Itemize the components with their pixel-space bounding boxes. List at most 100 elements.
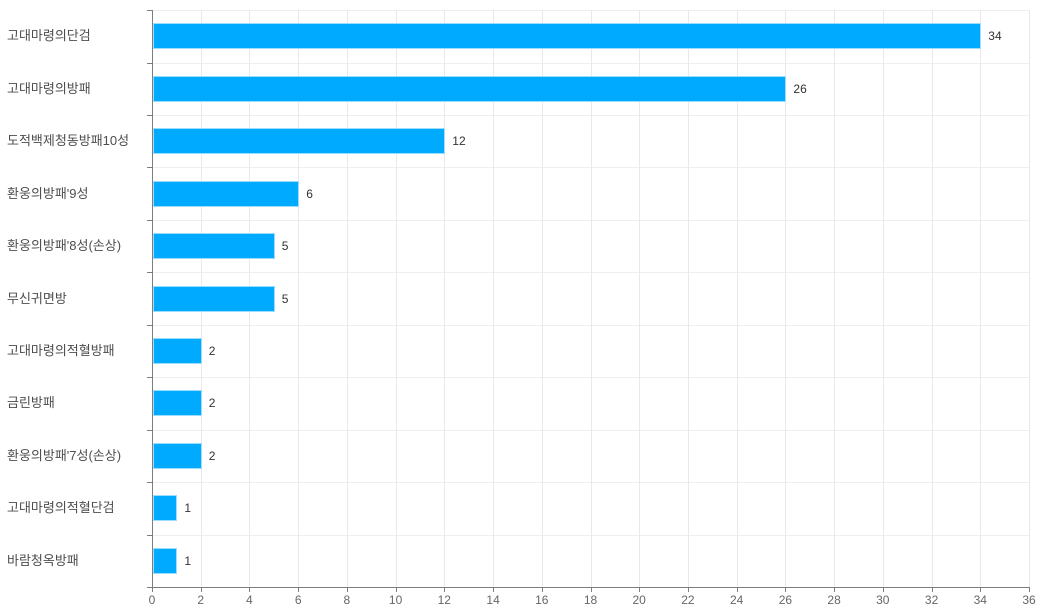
x-tick-label: 2 [197,593,205,607]
v-gridline [931,10,933,587]
x-axis-tick [1029,587,1030,592]
v-gridline [590,10,592,587]
y-axis-tick [147,62,152,64]
category-label: 고대마령의단검 [7,28,91,44]
bar[interactable] [153,442,202,469]
x-axis-tick [444,587,446,592]
x-axis-tick [249,587,251,592]
x-tick-label: 30 [876,593,890,607]
y-axis-tick [147,167,152,169]
x-axis-tick [346,587,348,592]
value-label: 26 [793,81,807,96]
x-tick-label: 26 [778,593,793,607]
category-label: 고대마령의적혈방패 [7,343,115,358]
x-tick-label: 6 [294,593,302,607]
x-axis-tick [980,587,982,592]
x-axis-tick [785,587,787,592]
y-axis-tick [147,482,152,484]
v-gridline [444,10,446,587]
category-label: 환웅의방패'7성(손상) [7,447,122,463]
v-gridline [298,10,300,587]
x-axis-tick [493,587,495,592]
bar[interactable] [153,180,300,207]
y-axis-tick [147,429,152,431]
x-axis-tick [541,587,543,592]
x-axis-tick [687,587,689,592]
x-tick-label: 34 [973,593,987,607]
x-tick-label: 36 [1022,593,1036,607]
value-label: 1 [184,553,192,568]
x-axis-tick [152,587,153,592]
y-axis-tick [147,534,152,536]
v-gridline [785,10,787,587]
x-tick-label: 14 [486,593,500,607]
category-label: 금린방패 [7,395,55,411]
x-axis-tick [395,587,397,592]
x-tick-label: 32 [924,593,939,607]
x-tick-label: 28 [827,593,841,607]
value-label: 5 [281,291,289,306]
v-gridline [736,10,738,587]
v-gridline [541,10,543,587]
x-axis-tick [736,587,738,592]
bar[interactable] [153,285,275,312]
y-axis-tick [147,324,152,326]
y-axis-tick [147,10,152,11]
value-label: 6 [306,186,313,201]
value-label: 2 [208,344,216,358]
bar[interactable] [153,233,275,259]
v-gridline [687,10,689,587]
x-tick-label: 16 [535,593,549,607]
v-gridline [346,10,348,587]
x-axis-tick [200,587,202,592]
y-axis-tick [147,114,152,116]
x-tick-label: 4 [246,593,253,607]
bar[interactable] [153,338,202,364]
category-label: 고대마령의방패 [7,80,91,96]
v-gridline [493,10,495,587]
x-tick-label: 22 [681,593,695,607]
bar[interactable] [153,495,178,522]
x-axis-tick [931,587,933,592]
v-gridline [834,10,836,587]
x-axis-tick [298,587,300,592]
value-label: 34 [988,29,1002,44]
category-label: 무신귀면방 [7,290,67,306]
x-tick-label: 0 [148,593,156,607]
category-label: 환웅의방패'8성(손상) [7,238,122,253]
v-gridline [882,10,884,587]
y-axis-tick [147,377,152,379]
x-tick-label: 10 [388,593,403,607]
y-axis-line [152,10,153,587]
category-label: 도적백제청동방패10성 [7,133,130,149]
x-axis-tick [639,587,641,592]
v-gridline [395,10,397,587]
x-tick-label: 18 [583,593,598,607]
y-axis-tick [147,587,152,588]
category-label: 바람청옥방패 [7,552,79,568]
bar[interactable] [153,75,787,102]
y-axis-tick [147,219,152,221]
value-label: 5 [281,239,289,253]
x-tick-label: 20 [632,593,646,607]
value-label: 2 [208,448,216,463]
category-label: 환웅의방패'9성 [7,185,89,201]
bar[interactable] [153,390,202,417]
value-label: 2 [208,396,216,411]
x-axis-tick [834,587,836,592]
bar[interactable] [153,128,446,155]
x-axis-tick [590,587,592,592]
v-gridline [639,10,641,587]
v-gridline [980,10,982,587]
value-label: 12 [452,134,466,149]
v-gridline [1029,10,1030,587]
x-axis-line [152,587,1030,588]
bar[interactable] [153,23,982,50]
bar[interactable] [153,547,178,574]
x-axis-tick [882,587,884,592]
x-tick-label: 24 [730,593,744,607]
x-tick-label: 8 [343,593,351,607]
value-label: 1 [184,501,192,516]
